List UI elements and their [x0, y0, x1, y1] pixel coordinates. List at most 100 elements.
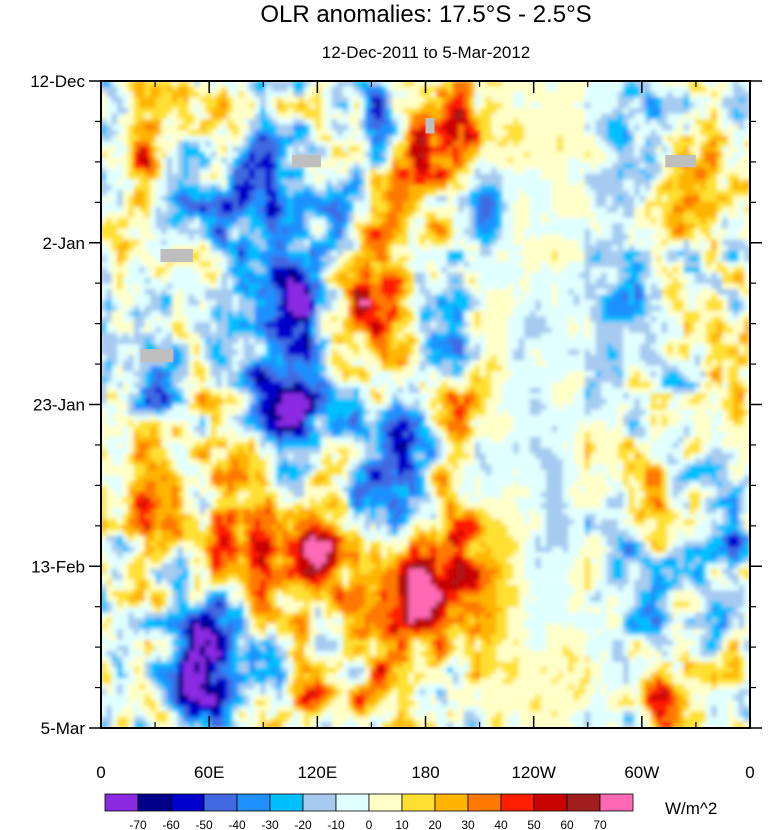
field-cell — [744, 283, 750, 290]
field-cell — [733, 157, 740, 164]
field-cell — [133, 113, 140, 120]
field-cell — [337, 300, 344, 307]
field-cell — [353, 146, 360, 153]
field-cell — [359, 162, 366, 170]
field-cell — [711, 195, 718, 202]
field-cell — [161, 245, 168, 252]
field-cell — [667, 289, 674, 296]
field-cell — [403, 108, 410, 115]
field-cell — [491, 278, 498, 285]
field-cell — [458, 119, 465, 126]
field-cell — [260, 300, 267, 307]
field-cell — [727, 151, 734, 159]
field-cell — [221, 86, 228, 93]
field-cell — [331, 173, 338, 180]
field-cell — [293, 81, 300, 87]
field-cell — [166, 124, 173, 131]
field-cell — [590, 239, 597, 246]
field-cell — [485, 97, 492, 104]
field-cell — [304, 97, 311, 104]
field-cell — [397, 250, 404, 257]
field-cell — [276, 162, 283, 170]
field-cell — [584, 97, 591, 104]
field-cell — [386, 91, 393, 98]
field-cell — [645, 173, 652, 180]
field-cell — [584, 267, 591, 274]
field-cell — [590, 212, 597, 219]
field-cell — [309, 294, 316, 301]
field-cell — [205, 294, 212, 301]
field-cell — [199, 223, 206, 230]
field-cell — [452, 223, 459, 230]
field-cell — [271, 113, 278, 120]
field-cell — [232, 289, 239, 296]
field-cell — [161, 157, 168, 164]
field-cell — [568, 81, 575, 87]
field-cell — [232, 195, 239, 202]
field-cell — [199, 173, 206, 180]
field-cell — [727, 267, 734, 274]
field-cell — [370, 267, 377, 274]
field-cell — [562, 162, 569, 170]
field-cell — [353, 300, 360, 307]
field-cell — [711, 283, 718, 290]
field-cell — [678, 97, 685, 104]
field-cell — [634, 267, 641, 274]
field-cell — [414, 86, 421, 93]
field-cell — [342, 173, 349, 180]
field-cell — [205, 135, 212, 142]
field-cell — [260, 283, 267, 290]
field-cell — [661, 97, 668, 104]
field-cell — [265, 108, 272, 115]
field-cell — [458, 283, 465, 290]
field-cell — [260, 228, 267, 235]
field-cell — [139, 310, 146, 318]
field-cell — [661, 261, 668, 268]
field-cell — [227, 206, 234, 213]
field-cell — [529, 81, 536, 87]
field-cell — [634, 272, 641, 279]
field-cell — [276, 310, 283, 318]
field-cell — [309, 283, 316, 290]
field-cell — [700, 151, 707, 159]
field-cell — [491, 157, 498, 164]
field-cell — [590, 245, 597, 252]
field-cell — [546, 97, 553, 104]
field-cell — [628, 173, 635, 180]
field-cell — [650, 228, 657, 235]
field-cell — [667, 113, 674, 120]
field-cell — [276, 184, 283, 191]
field-cell — [557, 168, 564, 175]
field-cell — [502, 212, 509, 219]
field-cell — [359, 261, 366, 268]
field-cell — [683, 300, 690, 307]
field-cell — [106, 206, 113, 213]
field-cell — [353, 97, 360, 104]
field-cell — [661, 223, 668, 230]
field-cell — [298, 272, 305, 279]
field-cell — [606, 146, 613, 153]
field-cell — [243, 91, 250, 98]
field-cell — [304, 256, 311, 263]
field-cell — [447, 108, 454, 115]
field-cell — [342, 168, 349, 175]
field-cell — [243, 195, 250, 202]
field-cell — [524, 102, 531, 109]
field-cell — [689, 256, 696, 263]
field-cell — [326, 195, 333, 202]
field-cell — [408, 157, 415, 164]
field-cell — [716, 294, 723, 301]
field-cell — [535, 190, 542, 197]
field-cell — [458, 272, 465, 279]
field-cell — [557, 250, 564, 257]
field-cell — [595, 108, 602, 115]
field-cell — [381, 294, 388, 301]
field-cell — [419, 81, 426, 87]
field-cell — [716, 267, 723, 274]
field-cell — [161, 300, 168, 307]
field-cell — [562, 130, 569, 137]
field-cell — [293, 102, 300, 109]
field-cell — [425, 108, 432, 115]
field-cell — [463, 97, 470, 104]
field-cell — [232, 250, 239, 257]
